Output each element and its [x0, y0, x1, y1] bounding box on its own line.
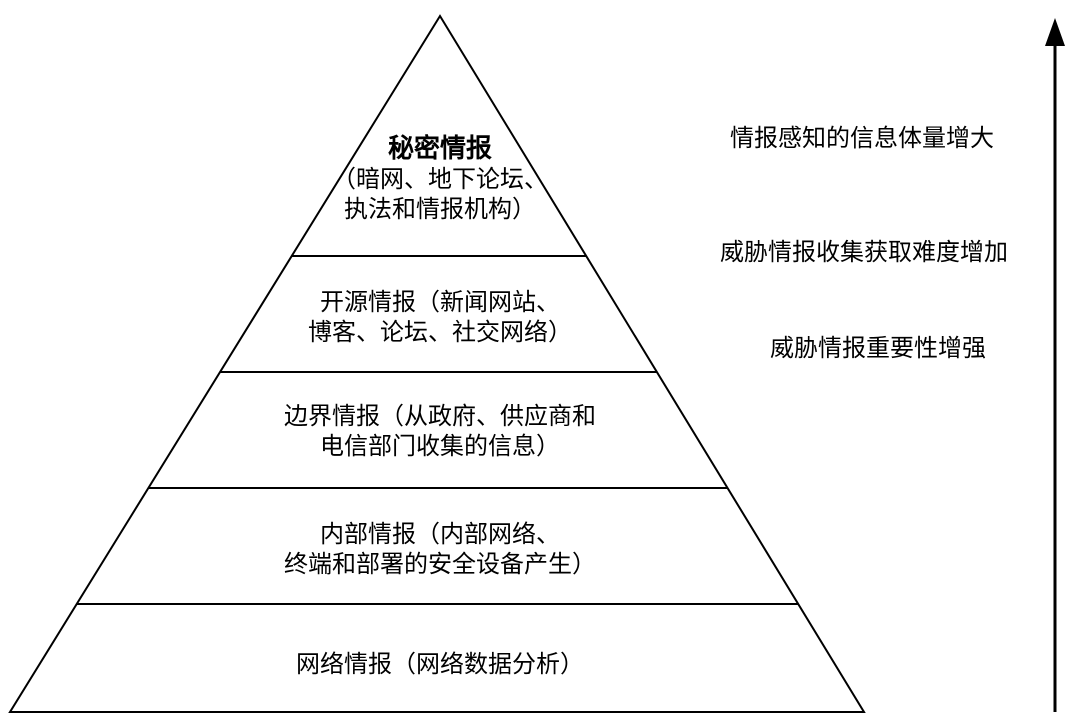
level-1: 秘密情报 （暗网、地下论坛、 执法和情报机构） [332, 132, 548, 225]
level-1-line2: 执法和情报机构） [332, 195, 548, 225]
pyramid-diagram: 秘密情报 （暗网、地下论坛、 执法和情报机构） 开源情报（新闻网站、 博客、论坛… [0, 0, 1080, 724]
level-1-line1: （暗网、地下论坛、 [332, 165, 548, 195]
level-2-line2: 博客、论坛、社交网络） [308, 318, 572, 348]
side-label-1: 情报感知的信息体量增大 [730, 118, 994, 153]
level-3: 边界情报（从政府、供应商和 电信部门收集的信息） [284, 402, 596, 462]
level-5-line1: 网络情报（网络数据分析） [296, 650, 584, 680]
level-2-line1: 开源情报（新闻网站、 [308, 288, 572, 318]
arrow-head-icon [1045, 18, 1065, 46]
level-5: 网络情报（网络数据分析） [296, 650, 584, 680]
side-label-3: 威胁情报重要性增强 [770, 328, 986, 363]
level-2: 开源情报（新闻网站、 博客、论坛、社交网络） [308, 288, 572, 348]
level-4: 内部情报（内部网络、 终端和部署的安全设备产生） [284, 520, 596, 580]
level-3-line1: 边界情报（从政府、供应商和 [284, 402, 596, 432]
level-1-title: 秘密情报 [332, 132, 548, 165]
level-4-line1: 内部情报（内部网络、 [284, 520, 596, 550]
level-3-line2: 电信部门收集的信息） [284, 432, 596, 462]
side-label-2: 威胁情报收集获取难度增加 [720, 232, 1008, 267]
level-4-line2: 终端和部署的安全设备产生） [284, 550, 596, 580]
